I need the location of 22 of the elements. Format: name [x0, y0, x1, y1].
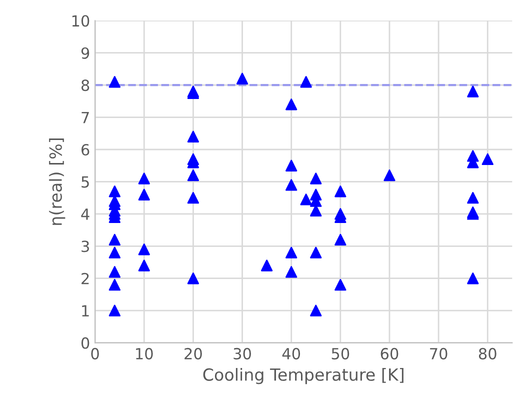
- y-tick-label: 0: [81, 337, 90, 349]
- y-tick-label: 4: [81, 208, 90, 220]
- x-axis-title: Cooling Temperature [K]: [203, 368, 404, 384]
- y-axis-title: η(real) [%]: [49, 138, 66, 225]
- x-tick-label: 40: [282, 348, 300, 360]
- x-tick-label: 70: [430, 348, 448, 360]
- y-tick-label: 5: [82, 176, 89, 188]
- y-tick-label: 1: [82, 305, 89, 316]
- y-tick-label: 8: [81, 80, 90, 92]
- y-tick-label: 2: [82, 272, 89, 284]
- y-tick-label: 3: [82, 240, 89, 252]
- x-tick-label: 10: [136, 348, 153, 360]
- y-tick-label: 9: [81, 47, 90, 59]
- y-tick-label: 6: [82, 144, 90, 156]
- x-tick-label: 80: [478, 348, 496, 360]
- x-tick-label: 60: [380, 348, 398, 360]
- y-tick-label: 7: [82, 112, 89, 124]
- x-tick-label: 30: [234, 348, 251, 360]
- x-tick-label: 0: [91, 348, 99, 360]
- x-tick-label: 50: [332, 348, 350, 360]
- y-tick-label: 10: [72, 15, 90, 27]
- x-tick-label: 20: [184, 348, 202, 360]
